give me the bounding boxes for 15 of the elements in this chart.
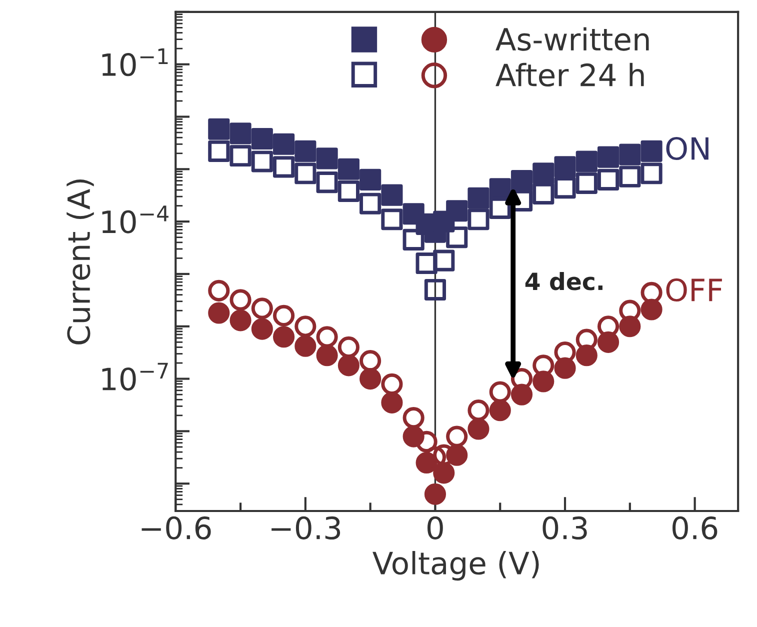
- y-tick-label: 10$^{−7}$: [102, 362, 168, 391]
- annotation: 4 dec.: [525, 272, 602, 290]
- x-tick-label: −0.6: [142, 516, 211, 540]
- y-axis-title: Current (A): [66, 179, 94, 344]
- y-tick-label: 10$^{−1}$: [102, 48, 168, 76]
- annotation: OFF: [666, 278, 722, 302]
- x-tick-label: 0.3: [542, 516, 587, 540]
- legend-label: After 24 h: [496, 62, 644, 87]
- legend-label: As-written: [496, 27, 649, 51]
- x-tick-label: −0.3: [272, 516, 340, 540]
- y-tick-label: 10$^{−4}$: [102, 206, 168, 234]
- x-tick-label: 0.6: [672, 516, 718, 540]
- annotation: ON: [666, 136, 708, 160]
- x-tick-label: 0: [428, 516, 443, 540]
- x-axis-title: Voltage (V): [372, 550, 539, 581]
